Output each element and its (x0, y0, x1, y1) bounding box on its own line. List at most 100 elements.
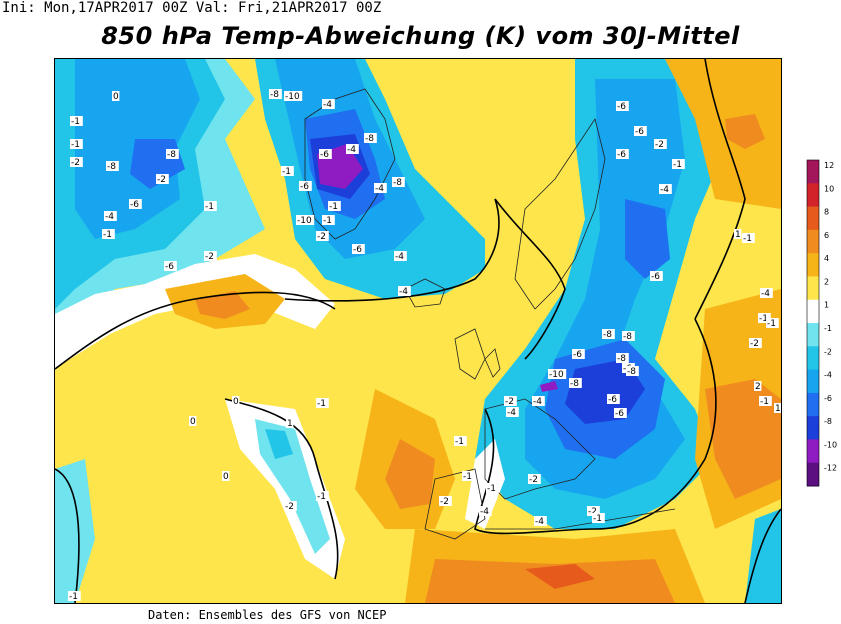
legend-swatch (807, 392, 819, 417)
contour-label-bg (284, 91, 303, 101)
contour-label: -6 (300, 182, 309, 192)
contour-label: -6 (165, 262, 174, 272)
legend-swatch (807, 229, 819, 254)
legend-swatch (807, 206, 819, 231)
contour-label-bg (587, 506, 600, 516)
contour-label: -4 (761, 289, 770, 299)
legend-label: -6 (824, 394, 832, 403)
contour-label: -8 (107, 162, 116, 172)
contour-label: 0 (223, 472, 229, 482)
contour-label: -8 (365, 134, 374, 144)
contour-label: -1 (323, 216, 332, 226)
contour-label: -4 (347, 145, 356, 155)
contour-label: -2 (505, 397, 514, 407)
contour-label: 0 (113, 92, 119, 102)
legend-label: -8 (824, 417, 832, 426)
contour-label: -10 (549, 370, 564, 380)
legend-label: 2 (824, 277, 829, 286)
legend-label: -10 (824, 440, 837, 449)
contour-label: 1 (775, 404, 781, 414)
anomaly-map[interactable]: 0 -1 -1 -2 -8 -8 -2 -4 -6 -1 -2 -6 -8 -10 -4 -6 -8 -4 -6 -8… (54, 58, 782, 604)
legend-swatch (807, 439, 819, 464)
contour-label-bg (398, 286, 411, 296)
contour-label-bg (102, 229, 115, 239)
contour-label: -1 (743, 234, 752, 244)
contour-label-bg (614, 408, 627, 418)
contour-label-bg (352, 244, 365, 254)
contour-label: -2 (655, 140, 664, 150)
contour-label-bg (328, 201, 341, 211)
contour-label: -8 (393, 178, 402, 188)
data-source-footer: Daten: Ensembles des GFS von NCEP (148, 608, 387, 622)
contour-label: -4 (395, 252, 404, 262)
contour-label: -1 (329, 202, 338, 212)
contour-label: -1 (205, 202, 214, 212)
contour-label-bg (70, 157, 83, 167)
contour-label: -2 (71, 158, 80, 168)
contour-label-bg (602, 329, 615, 339)
contour-label-bg (504, 396, 517, 406)
header-info: Ini: Mon,17APR2017 00Z Val: Fri,21APR201… (2, 0, 382, 16)
contour-label: -1 (593, 514, 602, 524)
contour-label: -1 (282, 167, 291, 177)
contour-label-bg (439, 496, 452, 506)
contour-label-bg (626, 366, 639, 376)
contour-label-bg (532, 396, 545, 406)
contour-label: -2 (440, 497, 449, 507)
contour-label-bg (486, 483, 499, 493)
contour-label-bg (394, 251, 407, 261)
contour-label: -2 (750, 339, 759, 349)
contour-label-bg (766, 318, 779, 328)
contour-label-bg (749, 338, 762, 348)
contour-label: 0 (190, 417, 196, 427)
contour-label: -4 (480, 507, 489, 517)
contour-label: -6 (651, 272, 660, 282)
contour-label-bg (572, 349, 585, 359)
contour-label: -4 (507, 408, 516, 418)
contour-label-bg (166, 149, 179, 159)
legend-swatch (807, 323, 819, 347)
contour-label-bg (774, 403, 781, 413)
contour-label: -10 (285, 92, 300, 102)
contour-label: -6 (608, 395, 617, 405)
contour-label: -2 (529, 475, 538, 485)
contour-label-bg (462, 471, 475, 481)
contour-label-bg (104, 211, 117, 221)
legend-swatch (807, 462, 819, 487)
coastlines (304, 88, 676, 540)
contour-label-bg (70, 139, 83, 149)
contour-label-bg (319, 149, 332, 159)
contour-label: -6 (353, 245, 362, 255)
contour-label-bg (156, 174, 169, 184)
contour-label: -1 (463, 472, 472, 482)
contour-label-bg (659, 184, 672, 194)
contour-label-bg (204, 251, 217, 261)
contour-label: 2 (755, 382, 761, 392)
contour-label-bg (616, 101, 629, 111)
contour-lines (55, 59, 781, 603)
contour-label-bg (112, 91, 120, 101)
contour-label-bg (742, 233, 755, 243)
contour-label: 1 (287, 419, 293, 429)
contour-label: -2 (285, 502, 294, 512)
legend-swatch (807, 160, 819, 184)
contour-label: -4 (660, 185, 669, 195)
contour-label-bg (734, 229, 742, 239)
contour-label-bg (296, 215, 315, 225)
legend-label: -4 (824, 371, 832, 380)
contour-label: -1 (767, 319, 776, 329)
contour-label: -8 (627, 367, 636, 377)
contour-label-bg (758, 313, 771, 323)
contour-label-bg (129, 199, 142, 209)
contour-label: -1 (673, 160, 682, 170)
contour-label: -1 (487, 484, 496, 494)
contour-label-bg (222, 471, 230, 481)
legend-swatch (807, 299, 819, 324)
contour-label-bg (754, 381, 762, 391)
contour-label-bg (286, 418, 294, 428)
contour-label-bg (70, 116, 83, 126)
contour-label-bg (622, 331, 635, 341)
contour-label: -10 (297, 216, 312, 226)
map-title: 850 hPa Temp-Abweichung (K) vom 30J-Mitt… (101, 22, 740, 50)
contour-label-bg (204, 201, 217, 211)
